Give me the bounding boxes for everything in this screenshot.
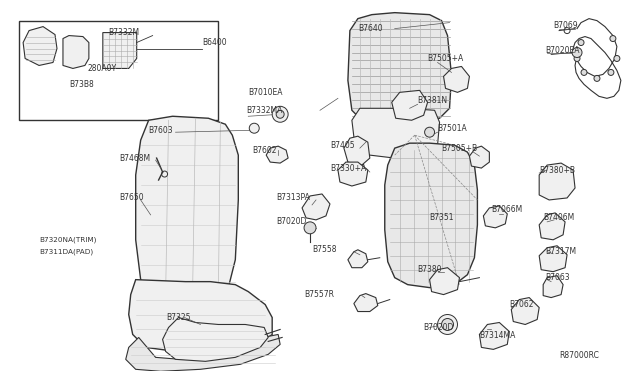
Text: B7332MA: B7332MA xyxy=(246,106,283,115)
Polygon shape xyxy=(511,298,539,324)
Circle shape xyxy=(594,76,600,81)
Polygon shape xyxy=(136,116,238,302)
Text: B7066M: B7066M xyxy=(492,205,523,214)
Polygon shape xyxy=(63,36,89,68)
Polygon shape xyxy=(163,318,268,361)
Polygon shape xyxy=(392,90,428,120)
Polygon shape xyxy=(543,276,563,298)
Text: B7405: B7405 xyxy=(330,141,355,150)
Polygon shape xyxy=(348,13,451,122)
Text: B73B8: B73B8 xyxy=(69,80,93,89)
Polygon shape xyxy=(539,246,567,272)
Text: B7505+B: B7505+B xyxy=(442,144,477,153)
Polygon shape xyxy=(469,146,490,168)
Polygon shape xyxy=(429,268,460,295)
Text: B7557R: B7557R xyxy=(304,290,334,299)
Text: B6400: B6400 xyxy=(202,38,227,47)
Circle shape xyxy=(438,314,458,334)
Text: B7020EA: B7020EA xyxy=(545,46,580,55)
Circle shape xyxy=(608,70,614,76)
Text: 280A0Y: 280A0Y xyxy=(88,64,117,73)
Text: B7501A: B7501A xyxy=(438,124,467,133)
Polygon shape xyxy=(483,206,508,228)
Polygon shape xyxy=(266,146,288,163)
Text: B7020D: B7020D xyxy=(424,323,454,332)
Polygon shape xyxy=(539,163,575,200)
Circle shape xyxy=(272,106,288,122)
Polygon shape xyxy=(103,33,137,68)
Text: B7505+A: B7505+A xyxy=(428,54,464,63)
Text: B7468M: B7468M xyxy=(119,154,150,163)
Circle shape xyxy=(424,127,435,137)
Bar xyxy=(19,20,218,120)
Polygon shape xyxy=(348,250,368,268)
Polygon shape xyxy=(23,26,57,65)
Circle shape xyxy=(304,222,316,234)
Circle shape xyxy=(610,36,616,42)
Circle shape xyxy=(442,318,454,330)
Circle shape xyxy=(276,110,284,118)
Text: B7020D: B7020D xyxy=(276,217,307,227)
Polygon shape xyxy=(125,334,280,371)
Circle shape xyxy=(249,123,259,133)
Text: B7330+A: B7330+A xyxy=(330,164,366,173)
Text: B7063: B7063 xyxy=(545,273,570,282)
Polygon shape xyxy=(344,136,370,165)
Polygon shape xyxy=(354,294,378,311)
Text: B7351: B7351 xyxy=(429,214,454,222)
Text: B7320NA(TRIM): B7320NA(TRIM) xyxy=(39,237,97,243)
Text: B7380: B7380 xyxy=(418,265,442,274)
Text: B7558: B7558 xyxy=(312,245,337,254)
Text: B7313PA: B7313PA xyxy=(276,193,310,202)
Polygon shape xyxy=(539,213,565,240)
Polygon shape xyxy=(479,323,509,349)
Circle shape xyxy=(614,55,620,61)
Text: B7317M: B7317M xyxy=(545,247,576,256)
Text: R87000RC: R87000RC xyxy=(559,351,599,360)
Text: B7602: B7602 xyxy=(252,145,276,155)
Circle shape xyxy=(572,48,582,58)
Text: B7406M: B7406M xyxy=(543,214,575,222)
Polygon shape xyxy=(302,194,330,220)
Text: B7380+B: B7380+B xyxy=(539,166,575,174)
Text: B7640: B7640 xyxy=(358,24,383,33)
Circle shape xyxy=(574,55,580,61)
Text: B7381N: B7381N xyxy=(418,96,448,105)
Polygon shape xyxy=(352,108,440,158)
Polygon shape xyxy=(338,162,368,186)
Polygon shape xyxy=(385,143,477,288)
Text: B7650: B7650 xyxy=(119,193,143,202)
Text: B7314MA: B7314MA xyxy=(479,331,516,340)
Text: B7010EA: B7010EA xyxy=(248,88,283,97)
Circle shape xyxy=(581,70,587,76)
Circle shape xyxy=(578,39,584,45)
Text: B7603: B7603 xyxy=(148,126,173,135)
Text: B7332M: B7332M xyxy=(108,28,139,37)
Text: B7062: B7062 xyxy=(509,300,534,309)
Text: B7311DA(PAD): B7311DA(PAD) xyxy=(39,248,93,255)
Polygon shape xyxy=(444,67,469,92)
Polygon shape xyxy=(129,280,272,352)
Text: B7069: B7069 xyxy=(553,21,578,30)
Text: B7325: B7325 xyxy=(166,313,191,322)
